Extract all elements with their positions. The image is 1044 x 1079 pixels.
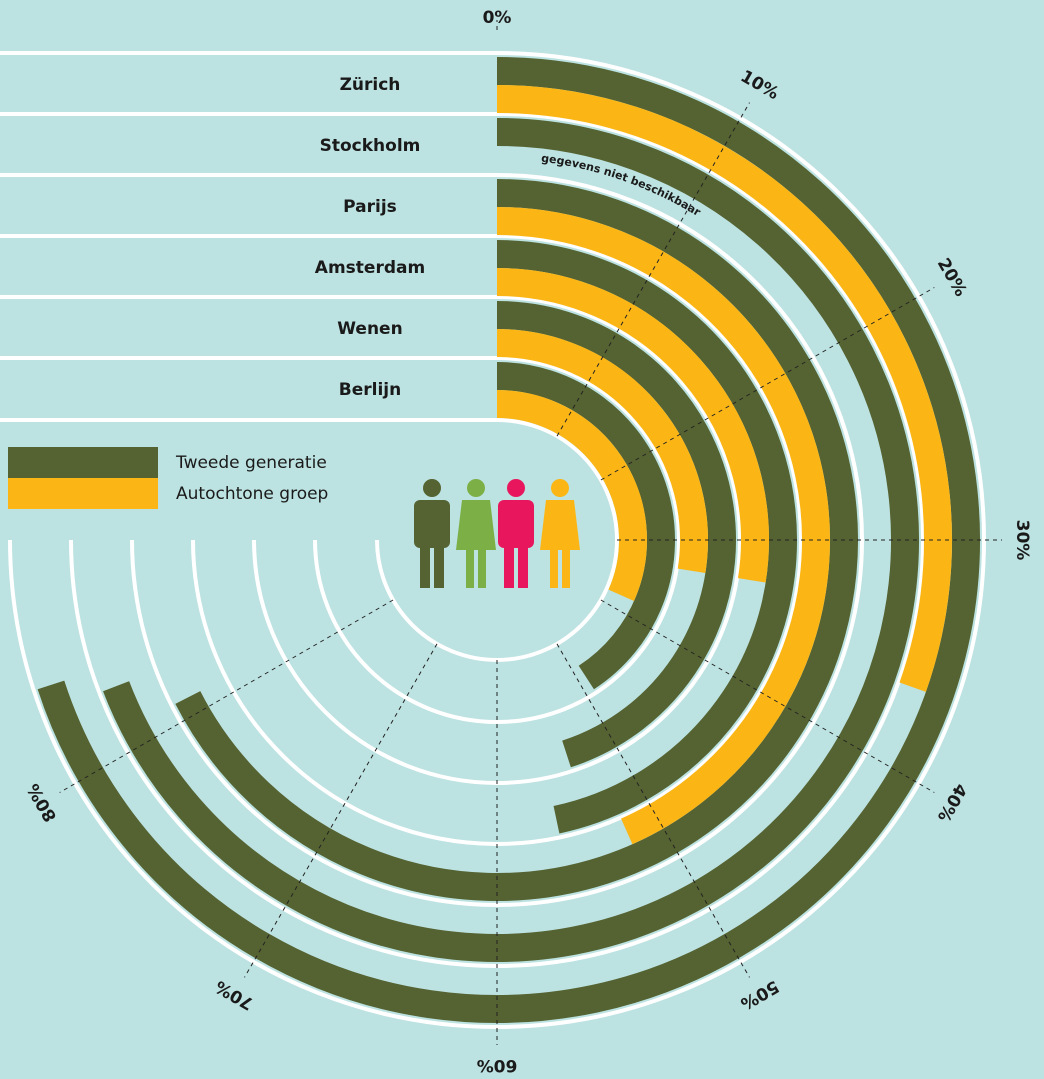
bands xyxy=(37,57,980,1023)
people-icon xyxy=(414,479,580,588)
separator-arc xyxy=(69,112,925,968)
tick-label: 80% xyxy=(24,780,62,825)
bar xyxy=(496,329,708,573)
bar xyxy=(175,179,858,901)
bar xyxy=(496,240,797,834)
bar xyxy=(496,268,769,583)
bar xyxy=(496,207,830,845)
category-label: Parijs xyxy=(343,197,397,217)
tick-label: 60% xyxy=(477,1055,518,1075)
tick-label: 30% xyxy=(1012,520,1032,561)
grid xyxy=(59,20,1002,1045)
bar xyxy=(103,118,919,962)
bar xyxy=(37,57,980,1023)
separator-arc xyxy=(8,51,986,1029)
bar xyxy=(496,362,675,690)
grid-line xyxy=(59,599,394,793)
tick-label: 40% xyxy=(933,780,971,825)
grid-line xyxy=(244,643,438,978)
tick-label: 50% xyxy=(737,976,782,1014)
tick-label: 0% xyxy=(483,8,512,28)
separator-arc xyxy=(313,356,681,724)
category-label: Wenen xyxy=(337,319,402,339)
separator-arc xyxy=(191,234,803,846)
category-label: Amsterdam xyxy=(315,258,425,278)
separator-arc xyxy=(252,295,742,785)
tick-label: 10% xyxy=(737,67,782,105)
grid-line xyxy=(556,643,750,978)
tick-label: 20% xyxy=(933,255,971,300)
legend-label: Autochtone groep xyxy=(176,484,328,504)
separator-arc xyxy=(375,418,619,662)
grid-line xyxy=(556,102,750,437)
legend-label: Tweede generatie xyxy=(175,453,327,473)
separators xyxy=(0,51,986,1029)
tick-label: 70% xyxy=(212,976,257,1014)
category-label: Zürich xyxy=(340,75,401,95)
grid-line xyxy=(600,599,935,793)
legend-swatch xyxy=(8,447,158,478)
legend-swatch xyxy=(8,478,158,509)
category-label: Stockholm xyxy=(320,136,421,156)
bar xyxy=(496,301,736,768)
grid-line xyxy=(600,287,935,481)
separator-arc xyxy=(130,173,864,907)
category-label: Berlijn xyxy=(339,380,401,400)
bar xyxy=(496,390,647,601)
bar xyxy=(496,85,952,692)
